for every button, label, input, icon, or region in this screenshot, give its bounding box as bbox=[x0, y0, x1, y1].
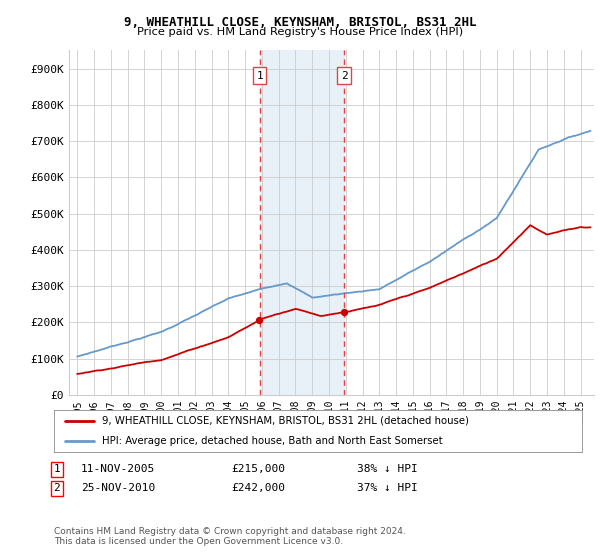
Text: 11-NOV-2005: 11-NOV-2005 bbox=[81, 464, 155, 474]
Text: Price paid vs. HM Land Registry's House Price Index (HPI): Price paid vs. HM Land Registry's House … bbox=[137, 27, 463, 38]
Text: Contains HM Land Registry data © Crown copyright and database right 2024.
This d: Contains HM Land Registry data © Crown c… bbox=[54, 527, 406, 546]
Bar bbox=[260, 50, 344, 395]
Text: 2: 2 bbox=[341, 71, 347, 81]
Text: 9, WHEATHILL CLOSE, KEYNSHAM, BRISTOL, BS31 2HL (detached house): 9, WHEATHILL CLOSE, KEYNSHAM, BRISTOL, B… bbox=[101, 416, 469, 426]
Point bbox=[254, 316, 264, 325]
Text: £215,000: £215,000 bbox=[231, 464, 285, 474]
Text: 9, WHEATHILL CLOSE, KEYNSHAM, BRISTOL, BS31 2HL: 9, WHEATHILL CLOSE, KEYNSHAM, BRISTOL, B… bbox=[124, 16, 476, 29]
Text: 1: 1 bbox=[53, 464, 61, 474]
Text: 1: 1 bbox=[256, 71, 263, 81]
Text: 37% ↓ HPI: 37% ↓ HPI bbox=[357, 483, 418, 493]
Text: 2: 2 bbox=[53, 483, 61, 493]
Text: 25-NOV-2010: 25-NOV-2010 bbox=[81, 483, 155, 493]
Point bbox=[340, 308, 349, 317]
Text: HPI: Average price, detached house, Bath and North East Somerset: HPI: Average price, detached house, Bath… bbox=[101, 436, 442, 446]
Text: £242,000: £242,000 bbox=[231, 483, 285, 493]
Text: 38% ↓ HPI: 38% ↓ HPI bbox=[357, 464, 418, 474]
